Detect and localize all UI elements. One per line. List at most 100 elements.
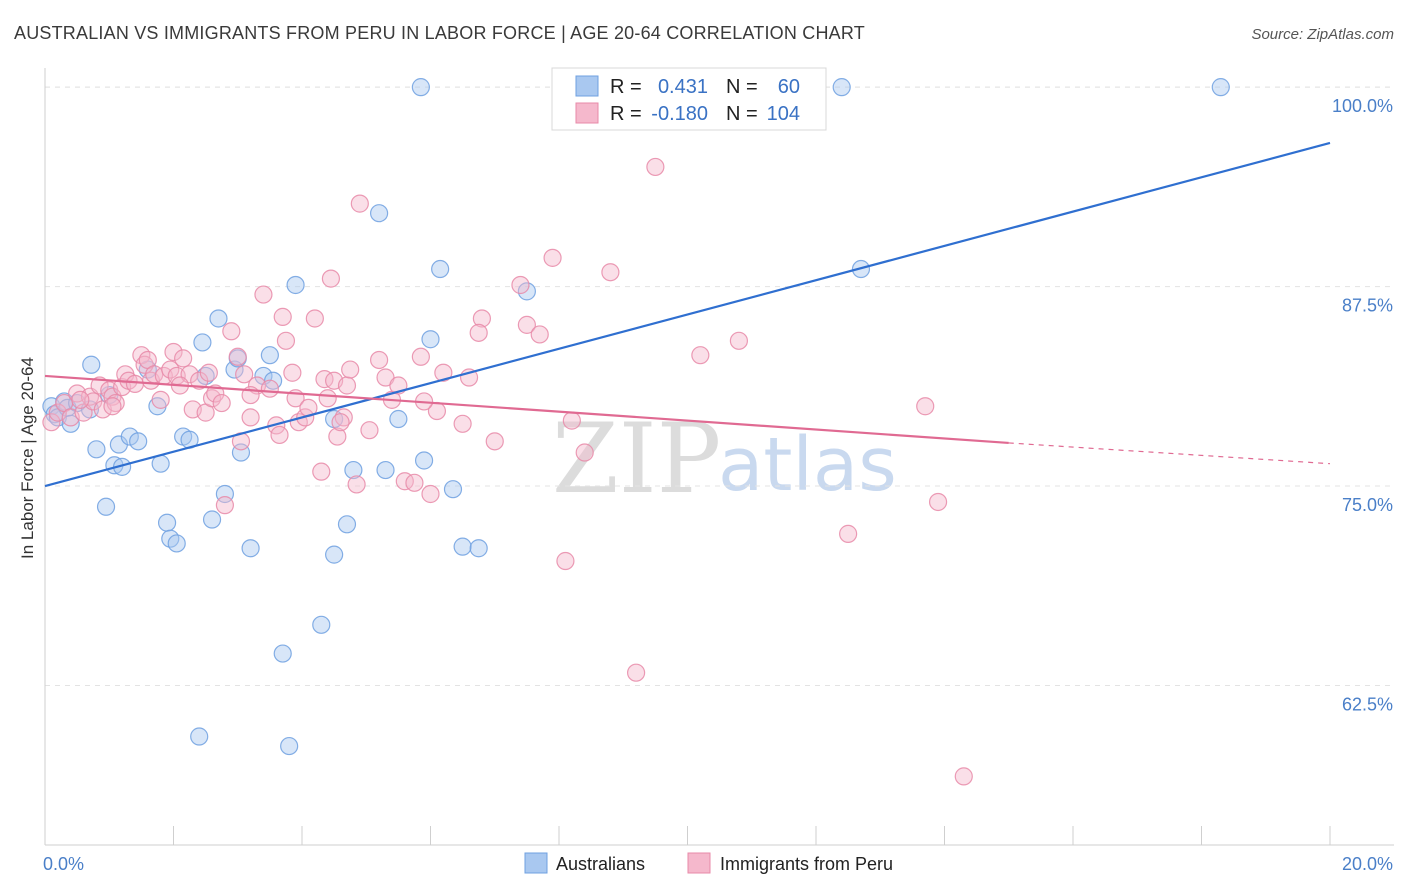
point-peru-0 <box>42 413 61 432</box>
point-australians-22 <box>167 534 186 553</box>
y-tick-label-1: 87.5% <box>1342 296 1393 316</box>
x-tick-label-1: 20.0% <box>1342 854 1393 874</box>
legend-n-value-2: 104 <box>767 103 800 125</box>
point-peru-46 <box>270 425 289 445</box>
trend-layer <box>44 141 1331 488</box>
stats-legend: R = 0.431 N = 60 R = -0.180 N = 104 <box>551 67 827 131</box>
point-australians-45 <box>344 460 363 480</box>
point-peru-76 <box>434 363 453 382</box>
point-peru-93 <box>729 331 749 350</box>
point-peru-63 <box>341 360 360 379</box>
point-peru-60 <box>328 427 347 446</box>
point-australians-47 <box>376 460 395 480</box>
point-peru-94 <box>839 524 858 543</box>
point-peru-88 <box>575 443 594 462</box>
series-australians <box>42 78 1230 756</box>
point-australians-33 <box>241 539 260 558</box>
point-peru-32 <box>199 363 218 382</box>
trend-line-extension-peru <box>1008 442 1331 465</box>
point-peru-79 <box>472 309 491 328</box>
point-australians-40 <box>190 727 209 746</box>
x-tick-label-0: 0.0% <box>43 854 84 874</box>
point-australians-8 <box>82 355 101 374</box>
point-australians-16 <box>129 432 148 451</box>
point-australians-27 <box>202 510 222 529</box>
point-peru-96 <box>928 492 948 512</box>
point-australians-44 <box>337 515 357 534</box>
point-australians-51 <box>421 330 440 349</box>
y-tick-label-3: 62.5% <box>1342 694 1393 714</box>
point-australians-59 <box>1211 78 1230 97</box>
point-australians-54 <box>453 537 472 556</box>
point-peru-89 <box>601 263 620 282</box>
point-australians-20 <box>157 513 177 532</box>
point-peru-62 <box>337 376 357 395</box>
point-australians-48 <box>389 409 408 429</box>
legend-n-value-1: 60 <box>778 76 800 98</box>
legend-r-label-1: R = <box>610 76 642 98</box>
point-peru-67 <box>370 350 389 370</box>
point-peru-74 <box>421 484 440 504</box>
point-peru-90 <box>646 157 665 177</box>
bottom-legend-label-australians: Australians <box>556 854 645 874</box>
point-peru-37 <box>222 322 241 341</box>
axis-layer <box>44 68 1394 846</box>
point-peru-49 <box>283 363 302 382</box>
point-peru-12 <box>106 393 125 413</box>
trend-line-australians <box>44 141 1331 488</box>
legend-r-value-1: 0.431 <box>658 76 708 98</box>
point-australians-57 <box>832 78 851 97</box>
bottom-legend-label-peru: Immigrants from Peru <box>720 854 893 874</box>
point-australians-28 <box>209 309 228 328</box>
watermark-atlas: atlas <box>718 422 897 508</box>
point-australians-15 <box>120 427 139 446</box>
point-australians-50 <box>414 451 434 470</box>
point-peru-55 <box>312 462 331 481</box>
point-peru-73 <box>411 347 430 366</box>
point-peru-87 <box>562 411 581 430</box>
point-peru-27 <box>174 349 193 368</box>
point-peru-36 <box>215 496 234 515</box>
point-peru-44 <box>260 379 279 398</box>
point-australians-53 <box>443 480 463 499</box>
legend-n-label-1: N = <box>726 76 758 98</box>
point-peru-83 <box>517 315 536 334</box>
point-peru-95 <box>916 397 935 416</box>
point-peru-101 <box>331 413 350 432</box>
series-peru <box>42 157 973 786</box>
point-peru-81 <box>485 432 504 451</box>
point-peru-35 <box>212 393 231 413</box>
point-australians-25 <box>193 333 212 352</box>
point-australians-38 <box>273 644 292 663</box>
grid-layer <box>45 86 1394 686</box>
point-peru-58 <box>321 269 341 288</box>
points-layer <box>42 78 1230 786</box>
point-peru-34 <box>206 384 225 403</box>
point-peru-66 <box>360 421 379 440</box>
point-peru-103 <box>71 390 90 409</box>
series-legend: Australians Immigrants from Peru <box>524 852 893 874</box>
point-peru-86 <box>556 551 575 571</box>
point-australians-35 <box>260 346 279 365</box>
trend-line-peru <box>44 374 1009 445</box>
point-australians-5 <box>61 414 80 433</box>
point-australians-41 <box>312 615 331 634</box>
point-peru-47 <box>273 307 292 326</box>
legend-r-value-2: -0.180 <box>651 103 708 125</box>
point-peru-92 <box>691 346 710 365</box>
chart-title: AUSTRALIAN VS IMMIGRANTS FROM PERU IN LA… <box>14 23 865 43</box>
point-peru-85 <box>543 248 562 267</box>
point-peru-72 <box>405 473 424 492</box>
point-peru-54 <box>305 309 324 328</box>
bottom-legend-swatch-peru <box>687 852 711 874</box>
point-peru-91 <box>626 663 646 682</box>
y-axis-label: In Labor Force | Age 20-64 <box>18 357 37 559</box>
point-peru-84 <box>530 325 549 344</box>
point-australians-49 <box>411 78 430 97</box>
x-tick-labels: 0.0% 20.0% <box>43 854 1393 874</box>
legend-swatch-peru <box>575 102 599 124</box>
point-peru-64 <box>347 475 366 494</box>
point-australians-52 <box>431 259 450 279</box>
point-peru-41 <box>241 408 260 427</box>
